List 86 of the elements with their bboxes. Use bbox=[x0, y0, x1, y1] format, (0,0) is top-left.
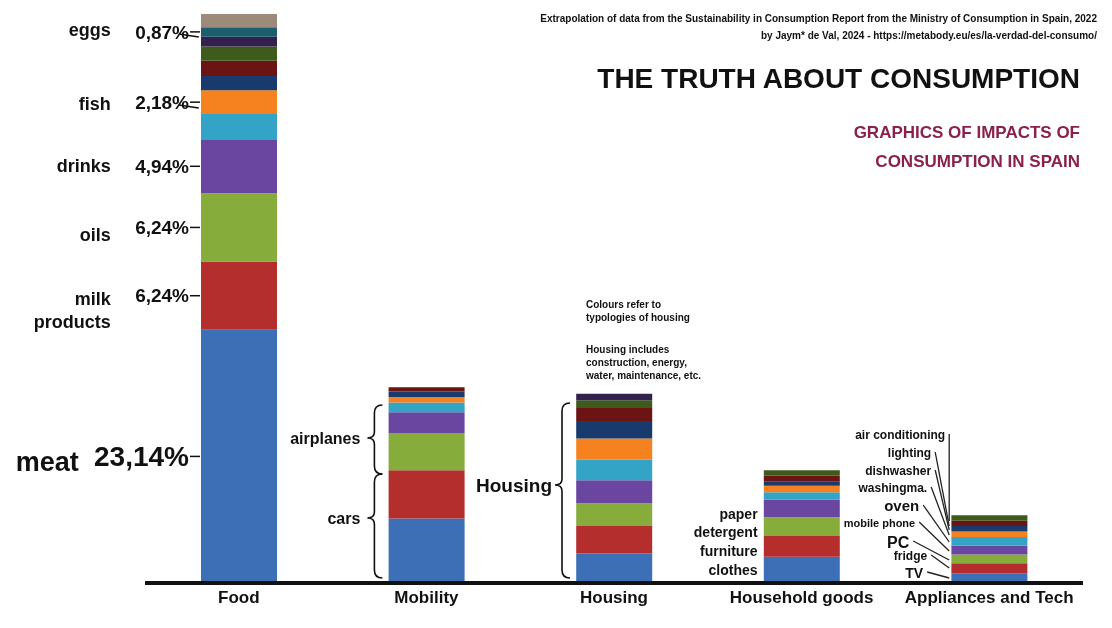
data-label: 2,18% bbox=[135, 91, 190, 113]
bar bbox=[201, 114, 277, 140]
bar bbox=[763, 535, 840, 557]
bar bbox=[201, 27, 277, 37]
annotation: mobile phone bbox=[843, 516, 916, 529]
bar bbox=[763, 499, 840, 518]
bar bbox=[388, 433, 465, 471]
bar bbox=[763, 492, 840, 500]
bar bbox=[201, 36, 277, 47]
annotation: dishwasher bbox=[865, 464, 932, 479]
text: milk products bbox=[33, 288, 112, 332]
data-label: 0,87% bbox=[135, 21, 190, 43]
bar bbox=[201, 193, 277, 262]
bar bbox=[763, 556, 840, 583]
data-label: 6,24% bbox=[135, 217, 190, 239]
bar bbox=[201, 261, 277, 330]
bar bbox=[201, 46, 277, 61]
bar bbox=[951, 531, 1028, 538]
text: meat bbox=[15, 447, 79, 478]
bar bbox=[576, 407, 653, 422]
annotation: by Jaym* de Val, 2024 - https://metabody.eu/es/la-verdad-del-consumo/ bbox=[760, 29, 1098, 41]
annotation: paper bbox=[719, 505, 759, 522]
annotation: washingma. bbox=[857, 481, 928, 496]
bar bbox=[951, 515, 1028, 521]
bar bbox=[951, 563, 1028, 574]
bar bbox=[388, 412, 465, 434]
x-tick-label: Food bbox=[218, 588, 260, 608]
text: oils bbox=[79, 225, 111, 246]
bar bbox=[576, 421, 653, 439]
annotation: lighting bbox=[887, 446, 932, 461]
bar bbox=[201, 60, 277, 77]
bar bbox=[388, 518, 465, 583]
annotation: air conditioning bbox=[855, 428, 946, 443]
bar bbox=[763, 470, 840, 476]
bar bbox=[763, 481, 840, 486]
bar bbox=[951, 526, 1028, 532]
x-tick-label: Appliances and Tech bbox=[904, 588, 1074, 608]
bar bbox=[576, 459, 653, 481]
bar bbox=[576, 503, 653, 527]
bar bbox=[388, 402, 465, 413]
annotation: clothes bbox=[708, 561, 758, 578]
annotation: Housing includes construction, energy, water, maintenance, etc. bbox=[585, 343, 702, 381]
bar bbox=[951, 554, 1028, 564]
bar bbox=[201, 90, 277, 115]
annotation: TV bbox=[905, 564, 924, 581]
annotation: airplanes bbox=[290, 429, 361, 447]
annotation: fridge bbox=[893, 549, 928, 564]
bar bbox=[388, 391, 465, 398]
bar bbox=[763, 485, 840, 493]
data-label: 4,94% bbox=[135, 155, 190, 177]
bar bbox=[763, 475, 840, 482]
text: THE TRUTH ABOUT CONSUMPTION bbox=[597, 63, 1080, 94]
bar bbox=[388, 397, 465, 403]
bar bbox=[576, 553, 653, 583]
annotation: Colours refer to typologies of housing bbox=[586, 298, 690, 323]
annotation: detergent bbox=[693, 523, 758, 540]
annotation: Housing bbox=[476, 474, 552, 496]
annotation: Extrapolation of data from the Sustainability in Consumption Report from the Ministry of Consumption in Spain, 2022 bbox=[540, 12, 1098, 24]
bar bbox=[388, 387, 465, 392]
bar bbox=[201, 14, 277, 28]
x-tick-label: Mobility bbox=[394, 588, 460, 608]
text: fish bbox=[78, 94, 111, 115]
text: GRAPHICS OF IMPACTS OF CONSUMPTION IN SPAIN bbox=[853, 123, 1080, 171]
bar bbox=[576, 400, 653, 408]
annotation: PC bbox=[886, 533, 910, 551]
bar bbox=[763, 517, 840, 536]
bar bbox=[576, 393, 653, 401]
text: eggs bbox=[68, 20, 111, 41]
bar bbox=[951, 537, 1028, 546]
bar bbox=[576, 438, 653, 460]
bar bbox=[576, 526, 653, 554]
bar bbox=[951, 545, 1028, 555]
bar bbox=[951, 520, 1028, 527]
annotation: furniture bbox=[700, 542, 758, 559]
bar bbox=[388, 470, 465, 519]
data-label: 23,14% bbox=[94, 441, 190, 473]
annotation: oven bbox=[884, 497, 920, 515]
bar bbox=[576, 480, 653, 504]
x-tick-label: Household goods bbox=[729, 588, 874, 608]
bar bbox=[201, 329, 277, 583]
text: drinks bbox=[56, 156, 111, 177]
x-tick-label: Housing bbox=[580, 588, 648, 608]
data-label: 6,24% bbox=[135, 285, 190, 307]
bar bbox=[201, 76, 277, 91]
bar bbox=[201, 139, 277, 194]
annotation: cars bbox=[327, 509, 361, 527]
